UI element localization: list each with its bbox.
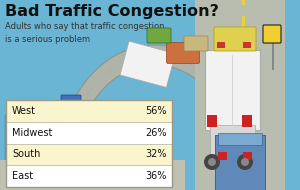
Text: 26%: 26% [146, 128, 167, 138]
Bar [6, 122, 172, 143]
Bar [195, 0, 285, 190]
Bar [218, 152, 227, 160]
Bar [120, 41, 176, 87]
Text: South: South [12, 149, 40, 159]
FancyBboxPatch shape [61, 95, 81, 109]
Bar [38, 132, 63, 190]
Bar [242, 116, 245, 130]
Bar [6, 100, 172, 122]
Bar [205, 50, 260, 130]
Bar [242, 166, 245, 180]
FancyBboxPatch shape [214, 27, 256, 51]
Bar [78, 150, 96, 190]
Bar [210, 125, 255, 160]
Bar [215, 135, 265, 190]
Bar [217, 42, 225, 48]
Text: Adults who say that traffic congestion
is a serious problem: Adults who say that traffic congestion i… [5, 22, 164, 44]
Text: 36%: 36% [146, 171, 167, 181]
Text: West: West [12, 106, 36, 116]
Bar [93, 155, 108, 190]
Bar [5, 115, 40, 190]
Text: East: East [12, 171, 33, 181]
Bar [242, 91, 245, 105]
Bar [242, 115, 252, 127]
Bar [218, 133, 262, 145]
Bar [242, 0, 245, 5]
Text: Midwest: Midwest [12, 128, 52, 138]
FancyBboxPatch shape [167, 43, 200, 63]
Polygon shape [60, 45, 250, 160]
Bar [242, 66, 245, 80]
Text: 32%: 32% [146, 149, 167, 159]
FancyBboxPatch shape [263, 25, 281, 43]
Bar [242, 16, 245, 30]
Bar [272, 40, 274, 70]
Bar [0, 160, 185, 190]
Bar [242, 41, 245, 55]
Bar [242, 141, 245, 155]
Circle shape [204, 154, 220, 170]
FancyBboxPatch shape [147, 28, 171, 43]
Circle shape [241, 158, 249, 166]
Text: Bad Traffic Congestion?: Bad Traffic Congestion? [5, 4, 219, 19]
Bar [6, 165, 172, 187]
Bar [105, 138, 127, 190]
Bar [243, 152, 252, 160]
Bar [60, 142, 80, 190]
Text: 56%: 56% [146, 106, 167, 116]
Bar [6, 143, 172, 165]
FancyBboxPatch shape [184, 36, 208, 51]
Bar [243, 42, 251, 48]
Bar [6, 100, 172, 187]
Circle shape [208, 158, 216, 166]
Bar [207, 115, 217, 127]
Circle shape [237, 154, 253, 170]
